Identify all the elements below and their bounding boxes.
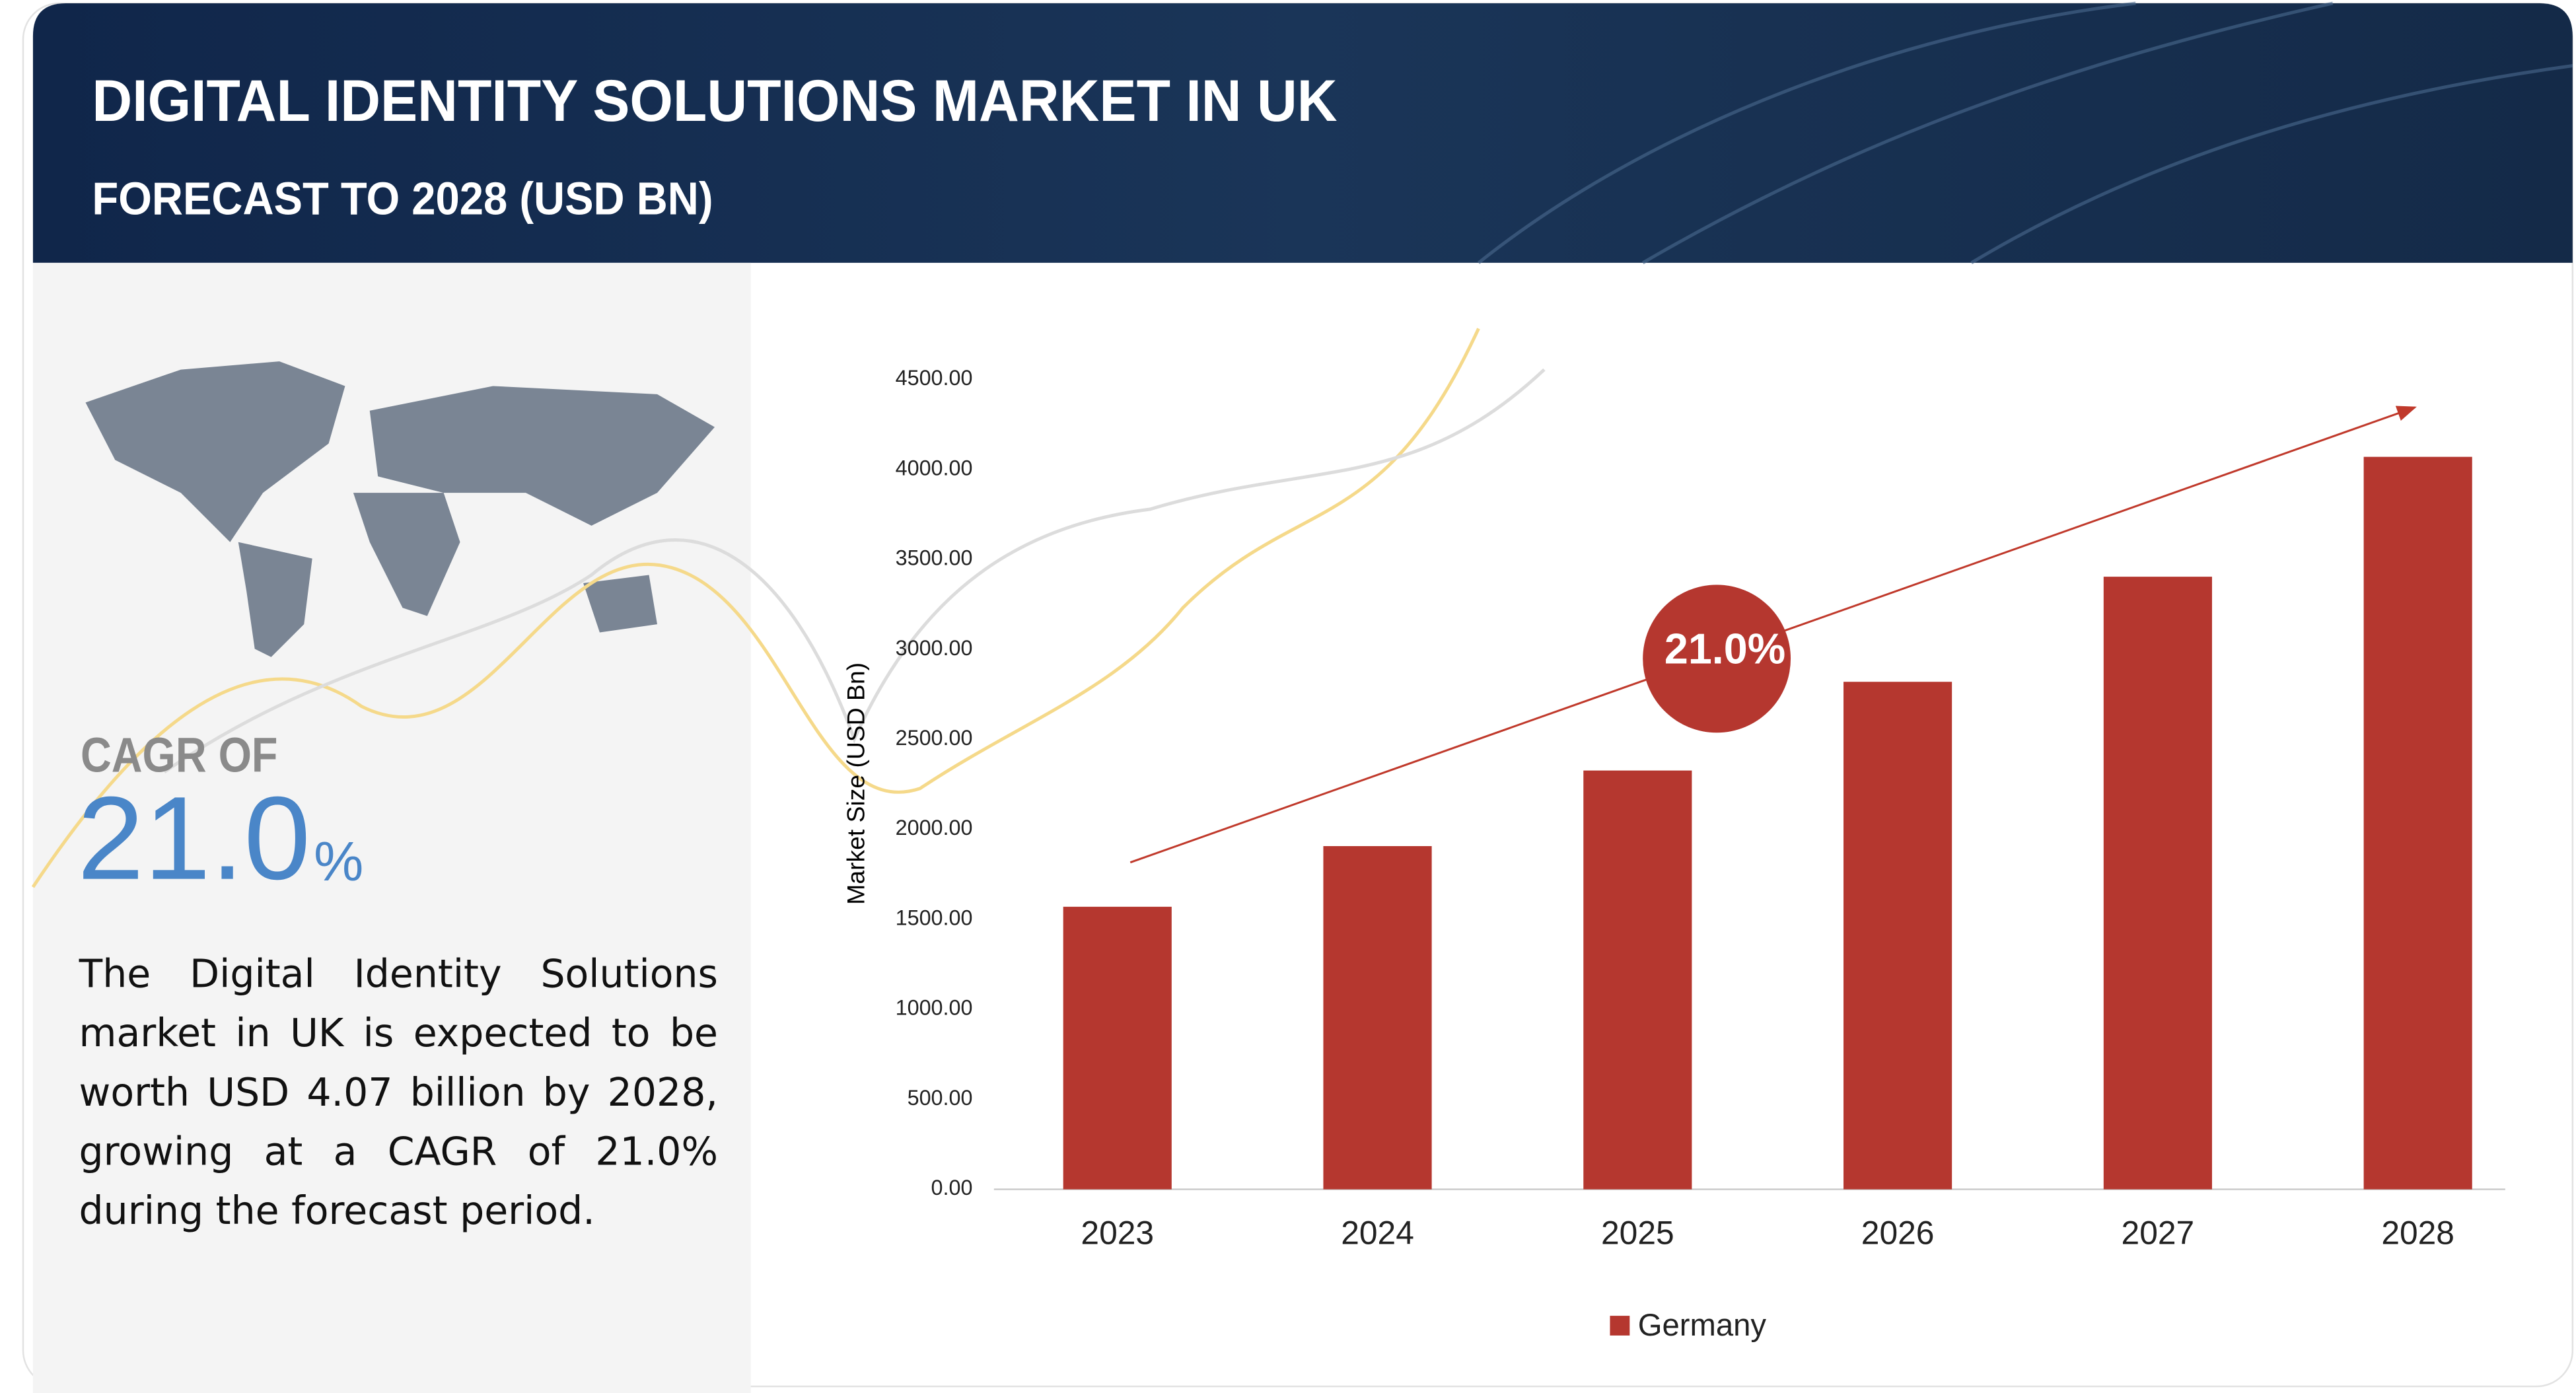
y-tick-label: 0.00 — [931, 1176, 973, 1199]
description: The Digital Identity Solutions market in… — [79, 950, 719, 1234]
cagr-label: CAGR OF — [81, 727, 277, 783]
annotation: 21.0% — [1664, 624, 1785, 672]
y-tick-label: 2000.00 — [896, 816, 973, 839]
y-tick-label: 3500.00 — [896, 546, 973, 570]
bar — [1063, 906, 1172, 1190]
x-tick-label: 2023 — [1081, 1214, 1154, 1251]
title: DIGITAL IDENTITY SOLUTIONS MARKET IN UK — [92, 67, 1337, 133]
x-tick-label: 2025 — [1601, 1214, 1674, 1251]
decoration-curve — [31, 328, 1480, 888]
subtitle: FORECAST TO 2028 (USD BN) — [92, 172, 713, 224]
y-tick-label: 3000.00 — [896, 636, 973, 660]
y-tick-label: 4000.00 — [896, 456, 973, 480]
x-tick-label: 2026 — [1861, 1214, 1935, 1251]
x-tick-label: 2028 — [2381, 1214, 2454, 1251]
x-tick-label: 2024 — [1341, 1214, 1414, 1251]
bar — [1323, 846, 1432, 1190]
description-box: The Digital Identity Solutions market in… — [79, 950, 719, 1234]
header-decoration — [1477, 1, 2573, 265]
legend-swatch — [1610, 1316, 1630, 1336]
plot: 0.00 500.00 1000.00 1500.00 2000.00 2500.00 30… — [896, 366, 2505, 1343]
world-map — [85, 361, 715, 657]
bar — [2103, 577, 2212, 1190]
bar — [1583, 770, 1692, 1190]
annotation-circle — [1643, 585, 1791, 733]
cagr-number: 21.0 — [77, 772, 310, 904]
y-tick-label: 1500.00 — [896, 906, 973, 929]
x-tick-label: 2027 — [2122, 1214, 2195, 1251]
y-tick-label: 4500.00 — [896, 366, 973, 390]
bar — [2363, 456, 2472, 1190]
cagr-unit: % — [314, 830, 363, 892]
y-tick-label: 1000.00 — [896, 996, 973, 1020]
y-axis-label: Market Size (USD Bn) — [841, 662, 869, 905]
legend-label: Germany — [1638, 1308, 1767, 1343]
y-tick-label: 2500.00 — [896, 726, 973, 750]
decoration-curve — [163, 368, 1546, 773]
header-band — [32, 3, 2573, 263]
bar — [1843, 682, 1952, 1190]
y-tick-label: 500.00 — [908, 1086, 973, 1110]
